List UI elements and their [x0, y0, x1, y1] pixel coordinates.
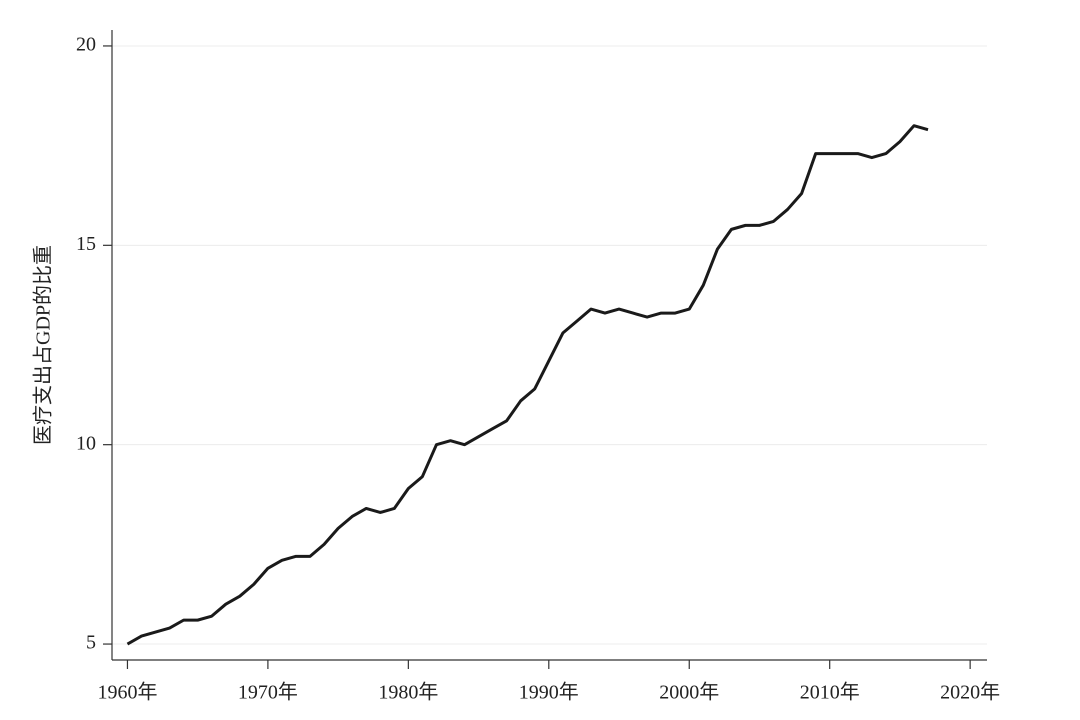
data-line [126, 124, 929, 646]
x-tick-label: 1980年 [378, 681, 438, 704]
x-tick-label: 1990年 [519, 681, 579, 704]
y-tick-label: 5 [86, 632, 96, 654]
y-tick-label: 15 [76, 233, 96, 255]
x-tick-label: 2000年 [659, 681, 719, 704]
x-tick-label: 1970年 [238, 681, 298, 704]
y-tick-label: 20 [76, 34, 96, 56]
y-tick-label: 10 [76, 432, 96, 454]
x-tick-label: 1960年 [97, 681, 157, 704]
x-tick-label: 2010年 [800, 681, 860, 704]
y-axis-label: 医疗支出占GDP的比重 [32, 245, 55, 445]
x-tick-label: 2020年 [940, 681, 1000, 704]
